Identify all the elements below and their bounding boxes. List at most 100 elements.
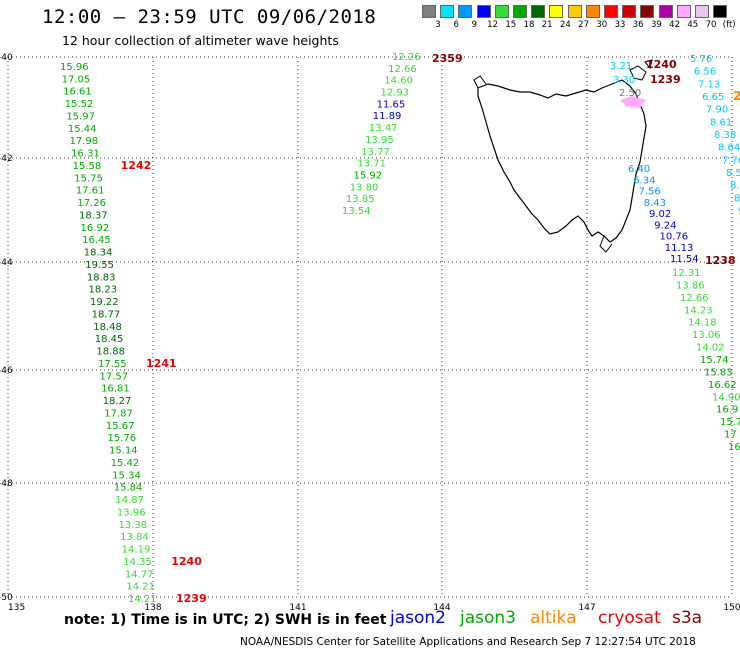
- footnote: note: 1) Time is in UTC; 2) SWH is in fe…: [64, 612, 387, 628]
- color-scale-label: 39: [650, 20, 662, 30]
- color-swatch: [494, 5, 509, 18]
- wave-height-value: 13.38: [119, 520, 148, 531]
- lon-label: 144: [433, 603, 450, 613]
- graticule-grid: [7, 56, 733, 598]
- wave-height-value: 18.77: [92, 309, 121, 320]
- lat-label: -48: [0, 479, 13, 489]
- wave-height-value: 7.76: [722, 155, 740, 166]
- wave-height-value: 15.97: [66, 111, 95, 122]
- wave-height-value: 9.24: [654, 220, 676, 231]
- wave-height-value: 14.60: [384, 76, 413, 87]
- color-swatch: [604, 5, 618, 18]
- color-swatch: [549, 5, 564, 18]
- wave-height-value: 14.87: [115, 495, 144, 506]
- lon-label: 138: [144, 603, 161, 613]
- wave-height-value: 13.71: [357, 159, 386, 170]
- wave-height-value: 14.02: [696, 343, 725, 354]
- wave-height-value: 13.86: [676, 280, 705, 291]
- lat-label: -42: [0, 154, 13, 164]
- wave-height-value: 15.58: [73, 161, 102, 172]
- color-swatch: [567, 5, 582, 18]
- wave-height-value: 16.45: [82, 235, 111, 246]
- wave-height-value: 19.55: [85, 260, 114, 271]
- lon-label: 135: [8, 603, 25, 613]
- tasmania-outline: [477, 79, 647, 243]
- time-label: 1238: [705, 254, 736, 267]
- satellite-jason2: jason2: [390, 608, 446, 628]
- wave-height-value: 6.56: [694, 67, 716, 78]
- wave-height-value: 15.67: [106, 421, 135, 432]
- wave-height-value: 11.54: [670, 254, 699, 265]
- color-scale-label: 21: [541, 20, 553, 30]
- wave-height-value: 11.65: [377, 99, 406, 110]
- wave-height-value: 18.88: [96, 347, 125, 358]
- wave-height-value: 15.92: [354, 170, 383, 181]
- color-scale-label: 18: [523, 20, 535, 30]
- island-outline: [644, 59, 653, 70]
- time-label: 1241: [146, 357, 177, 370]
- color-scale-label: 70: [705, 20, 717, 30]
- wave-height-value: 15.83: [704, 367, 733, 378]
- wave-height-value: 16.61: [63, 87, 92, 98]
- wave-height-value: 17.98: [69, 136, 98, 147]
- wave-height-value: 11.13: [665, 243, 694, 254]
- wave-height-value: 15.84: [114, 483, 143, 494]
- wave-height-value: 2.50: [619, 88, 641, 99]
- wave-height-value: 12.66: [680, 293, 709, 304]
- wave-height-value: 7.13: [698, 79, 720, 90]
- wave-height-value: 13.95: [365, 135, 394, 146]
- wave-height-value: 13.84: [120, 532, 149, 543]
- time-label: 1240: [646, 58, 677, 71]
- color-scale-label: 15: [505, 20, 517, 30]
- color-swatch: [622, 5, 637, 18]
- wave-height-value: 8.64: [718, 143, 740, 154]
- wave-height-value: 16.31: [71, 149, 100, 160]
- wave-height-value: 17.26: [77, 198, 106, 209]
- wave-height-value: 18.83: [87, 272, 116, 283]
- wave-height-value: 6.40: [628, 164, 650, 175]
- wave-height-value: 6.34: [633, 175, 655, 186]
- wave-height-value: 9.02: [649, 209, 671, 220]
- credit-line: NOAA/NESDIS Center for Satellite Applica…: [240, 636, 696, 648]
- wave-height-value: 14.21: [126, 582, 155, 593]
- wave-height-value: 5.76: [690, 54, 712, 65]
- wave-height-value: 8.38: [714, 130, 736, 141]
- wave-height-value: 14.18: [688, 318, 717, 329]
- wave-height-value: 16.81: [101, 384, 130, 395]
- color-swatch: [458, 5, 473, 18]
- time-label: 1242: [121, 159, 152, 172]
- color-swatch: [440, 5, 455, 18]
- color-swatch: [713, 5, 728, 18]
- color-swatch: [640, 5, 655, 18]
- wave-height-value: 17: [724, 430, 737, 441]
- wave-height-value: 17.57: [100, 371, 129, 382]
- wave-height-value: 17.05: [62, 74, 91, 85]
- island-outline: [629, 65, 647, 81]
- color-scale-label: 33: [614, 20, 626, 30]
- color-scale-label: 3: [435, 20, 441, 30]
- high-value-patch: [620, 96, 646, 108]
- wave-height-value: 13.77: [361, 147, 390, 158]
- lon-label: 150: [723, 603, 740, 613]
- wave-height-value: 15.96: [60, 62, 89, 73]
- wave-height-value: 15.76: [107, 433, 136, 444]
- wave-height-value: 6.65: [702, 92, 724, 103]
- color-scale-label: 6: [453, 20, 459, 30]
- wave-height-value: 11.89: [373, 111, 402, 122]
- lon-label: 147: [578, 603, 595, 613]
- wave-height-value: 12.26: [392, 52, 421, 63]
- wave-height-value: 13.80: [350, 182, 379, 193]
- wave-height-value: 12.66: [388, 64, 417, 75]
- wave-height-value: 16.9: [716, 405, 738, 416]
- color-swatch: [658, 5, 673, 18]
- wave-height-value: 15.75: [74, 173, 103, 184]
- wave-height-value: 17.61: [76, 186, 105, 197]
- wave-height-value: 8.5: [726, 168, 740, 179]
- wave-height-value: 17.55: [98, 359, 127, 370]
- color-scale-label: 12: [487, 20, 498, 30]
- time-label: 1240: [171, 555, 202, 568]
- wave-height-value: 8.43: [644, 198, 666, 209]
- color-swatch: [531, 5, 546, 18]
